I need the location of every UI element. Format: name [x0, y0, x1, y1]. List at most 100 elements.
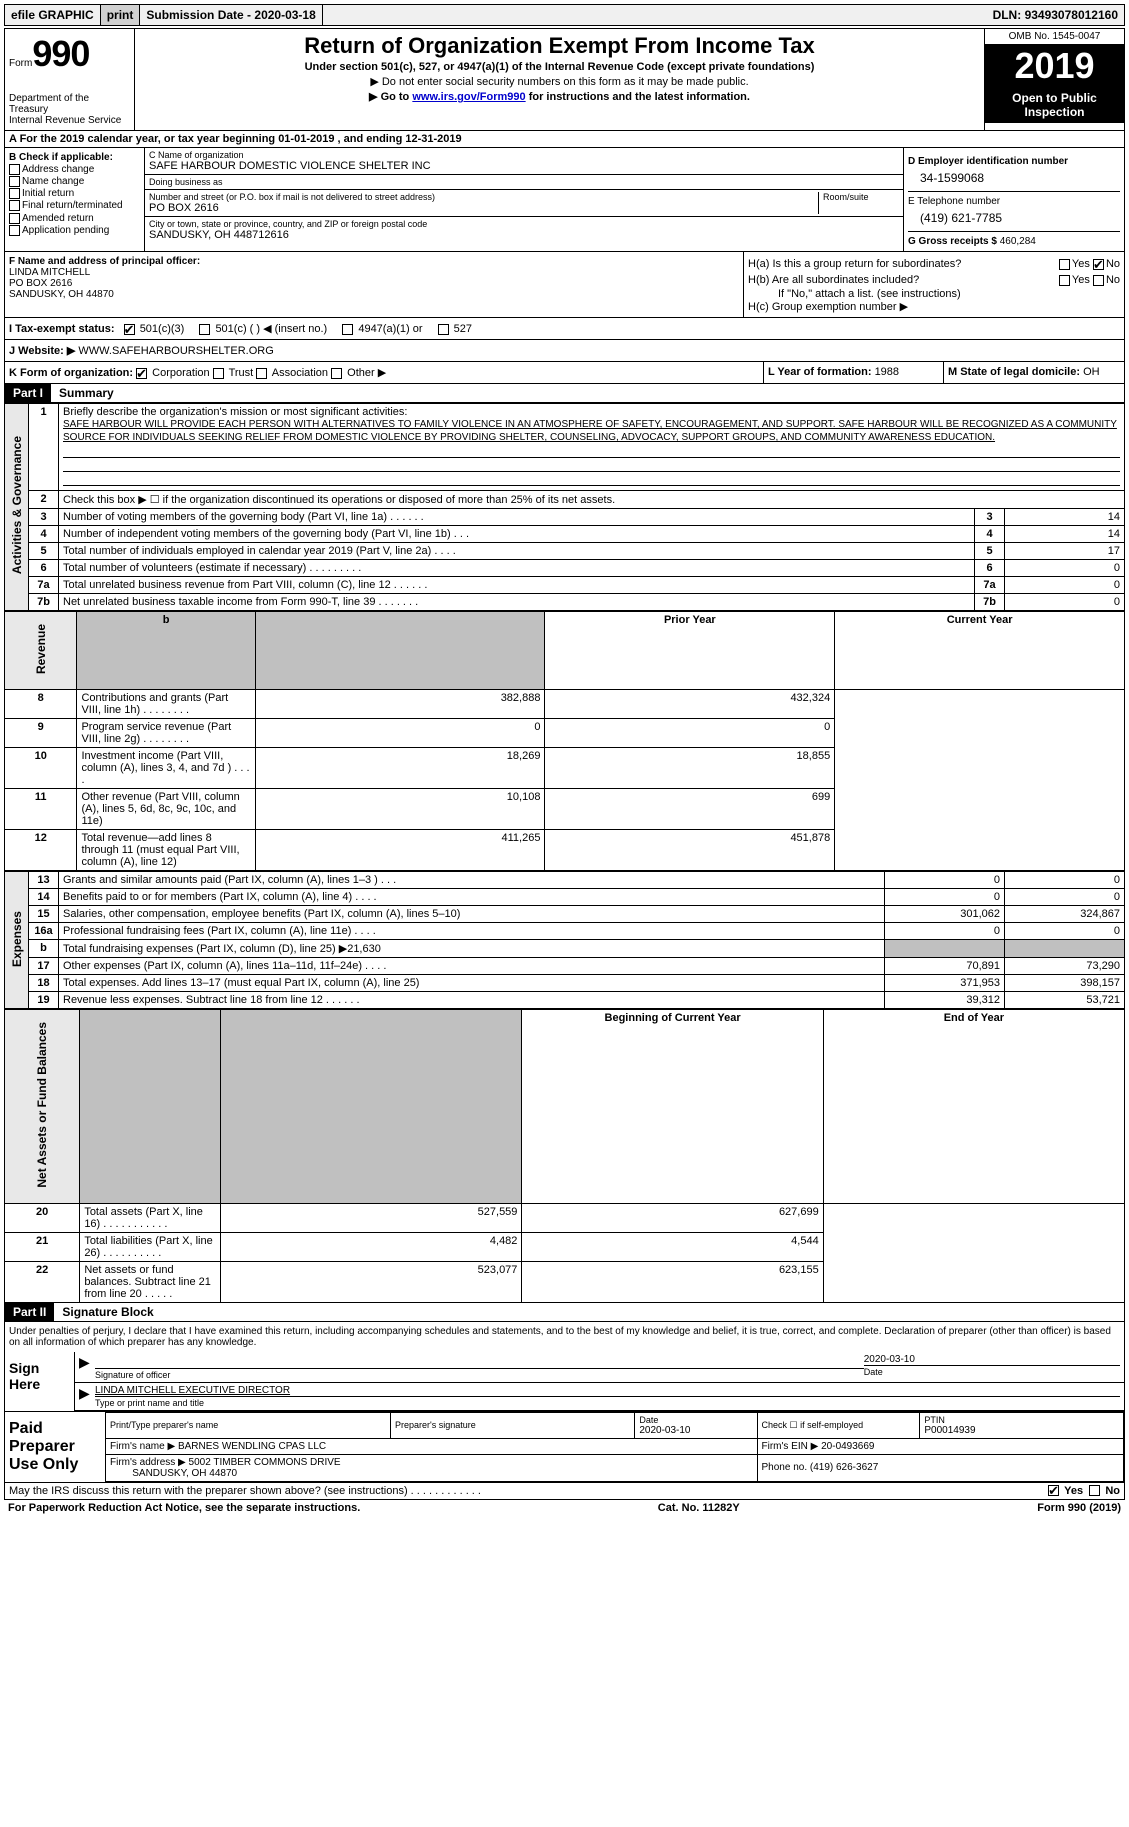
line1-label: Briefly describe the organization's miss… — [63, 406, 1120, 418]
gross-receipts-label: G Gross receipts $ — [908, 236, 1000, 247]
preparer-block: Paid Preparer Use Only Print/Type prepar… — [4, 1412, 1125, 1483]
check-corporation[interactable]: Corporation — [136, 367, 210, 379]
line-22-boy: 523,077 — [221, 1261, 522, 1302]
check-4947a1[interactable]: 4947(a)(1) or — [342, 323, 422, 335]
check-address-change[interactable]: Address change — [9, 164, 140, 175]
website-value: WWW.SAFEHARBOURSHELTER.ORG — [78, 345, 273, 357]
hb-no[interactable]: No — [1093, 274, 1120, 286]
state-domicile: M State of legal domicile: OH — [944, 362, 1124, 383]
line-20-boy: 527,559 — [221, 1203, 522, 1232]
check-trust[interactable]: Trust — [213, 367, 254, 379]
line-15-desc: Salaries, other compensation, employee b… — [59, 906, 885, 923]
sig-date: 2020-03-10 — [864, 1354, 1120, 1365]
discuss-yes[interactable]: Yes — [1048, 1485, 1083, 1497]
discuss-no[interactable]: No — [1089, 1485, 1120, 1497]
line-3-desc: Number of voting members of the governin… — [59, 509, 975, 526]
street-value: PO BOX 2616 — [149, 202, 814, 214]
signature-block: Under penalties of perjury, I declare th… — [4, 1322, 1125, 1412]
line-13-desc: Grants and similar amounts paid (Part IX… — [59, 872, 885, 889]
line-6-desc: Total number of volunteers (estimate if … — [59, 560, 975, 577]
line-12-prior: 411,265 — [255, 830, 545, 871]
efile-label: efile GRAPHIC — [5, 5, 101, 25]
fh-block: F Name and address of principal officer:… — [4, 252, 1125, 318]
side-label-revenue: Revenue — [34, 614, 48, 684]
ha-label: H(a) Is this a group return for subordin… — [748, 258, 1059, 270]
line-19-current: 53,721 — [1005, 992, 1125, 1009]
row-a-tax-year: A For the 2019 calendar year, or tax yea… — [4, 131, 1125, 148]
check-501c-other[interactable]: 501(c) ( ) ◀ (insert no.) — [199, 322, 327, 335]
line-5-desc: Total number of individuals employed in … — [59, 543, 975, 560]
check-527[interactable]: 527 — [438, 323, 472, 335]
side-label-governance: Activities & Governance — [10, 426, 24, 584]
line-11-desc: Other revenue (Part VIII, column (A), li… — [77, 789, 255, 830]
city-value: SANDUSKY, OH 448712616 — [149, 229, 899, 241]
check-initial-return[interactable]: Initial return — [9, 188, 140, 199]
line-17-current: 73,290 — [1005, 958, 1125, 975]
line-17-prior: 70,891 — [885, 958, 1005, 975]
sig-intro: Under penalties of perjury, I declare th… — [5, 1322, 1124, 1352]
officer-typed-name: LINDA MITCHELL EXECUTIVE DIRECTOR — [95, 1385, 1120, 1396]
boy-header: Beginning of Current Year — [522, 1010, 823, 1204]
line-22-desc: Net assets or fund balances. Subtract li… — [80, 1261, 221, 1302]
check-final-return[interactable]: Final return/terminated — [9, 200, 140, 211]
line2: Check this box ▶ ☐ if the organization d… — [59, 491, 1125, 509]
line-21-boy: 4,482 — [221, 1232, 522, 1261]
omb-number: OMB No. 1545-0047 — [985, 29, 1124, 45]
expenses-table: Expenses Expenses13Grants and similar am… — [4, 871, 1125, 1009]
part2-header: Part II Signature Block — [4, 1303, 1125, 1322]
ptin-value: P00014939 — [924, 1425, 1119, 1436]
ha-yes[interactable]: Yes — [1059, 258, 1090, 270]
paperwork-notice: For Paperwork Reduction Act Notice, see … — [8, 1502, 360, 1514]
ha-no[interactable]: No — [1093, 258, 1120, 270]
line-21-desc: Total liabilities (Part X, line 26) . . … — [80, 1232, 221, 1261]
prior-year-header: Prior Year — [545, 612, 835, 690]
hc-label: H(c) Group exemption number ▶ — [748, 300, 1120, 313]
line-18-desc: Total expenses. Add lines 13–17 (must eq… — [59, 975, 885, 992]
paid-preparer-label: Paid Preparer Use Only — [5, 1412, 105, 1482]
officer-name: LINDA MITCHELL — [9, 267, 739, 278]
line-14-desc: Benefits paid to or for members (Part IX… — [59, 889, 885, 906]
line-10-prior: 18,269 — [255, 748, 545, 789]
eoy-header: End of Year — [823, 1010, 1124, 1204]
check-amended-return[interactable]: Amended return — [9, 213, 140, 224]
subtitle: Under section 501(c), 527, or 4947(a)(1)… — [145, 61, 974, 73]
part1-header: Part I Summary — [4, 384, 1125, 403]
print-button[interactable]: print — [101, 5, 141, 25]
line-12-current: 451,878 — [545, 830, 835, 871]
line-4-desc: Number of independent voting members of … — [59, 526, 975, 543]
check-self-employed[interactable]: Check ☐ if self-employed — [762, 1420, 916, 1431]
line-3-value: 14 — [1005, 509, 1125, 526]
hb-label: H(b) Are all subordinates included? — [748, 274, 1059, 286]
dba-label: Doing business as — [149, 177, 899, 187]
col-b-checkboxes: B Check if applicable: Address change Na… — [5, 148, 145, 251]
cat-no: Cat. No. 11282Y — [658, 1502, 740, 1514]
line-7b-desc: Net unrelated business taxable income fr… — [59, 594, 975, 611]
year-formation: L Year of formation: 1988 — [764, 362, 944, 383]
check-other[interactable]: Other ▶ — [331, 367, 386, 379]
line-20-desc: Total assets (Part X, line 16) . . . . .… — [80, 1203, 221, 1232]
check-association[interactable]: Association — [256, 367, 328, 379]
check-501c3[interactable]: 501(c)(3) — [124, 323, 185, 335]
instructions-link[interactable]: www.irs.gov/Form990 — [412, 91, 525, 103]
check-name-change[interactable]: Name change — [9, 176, 140, 187]
summary-table: Activities & Governance 1 Briefly descri… — [4, 403, 1125, 611]
gross-receipts-value: 460,284 — [1000, 236, 1036, 247]
officer-street: PO BOX 2616 — [9, 278, 739, 289]
sign-here-label: Sign Here — [5, 1352, 75, 1411]
street-label: Number and street (or P.O. box if mail i… — [149, 192, 814, 202]
line-10-current: 18,855 — [545, 748, 835, 789]
check-application-pending[interactable]: Application pending — [9, 225, 140, 236]
officer-city: SANDUSKY, OH 44870 — [9, 289, 739, 300]
hb-yes[interactable]: Yes — [1059, 274, 1090, 286]
line-18-prior: 371,953 — [885, 975, 1005, 992]
line-7a-desc: Total unrelated business revenue from Pa… — [59, 577, 975, 594]
line-19-prior: 39,312 — [885, 992, 1005, 1009]
phone-label: E Telephone number — [908, 196, 1120, 207]
line-15-current: 324,867 — [1005, 906, 1125, 923]
ein-label: D Employer identification number — [908, 156, 1120, 167]
city-label: City or town, state or province, country… — [149, 219, 899, 229]
mission-text: SAFE HARBOUR WILL PROVIDE EACH PERSON WI… — [63, 418, 1120, 444]
entity-block: B Check if applicable: Address change Na… — [4, 148, 1125, 252]
line-16a-current: 0 — [1005, 923, 1125, 940]
line-12-desc: Total revenue—add lines 8 through 11 (mu… — [77, 830, 255, 871]
